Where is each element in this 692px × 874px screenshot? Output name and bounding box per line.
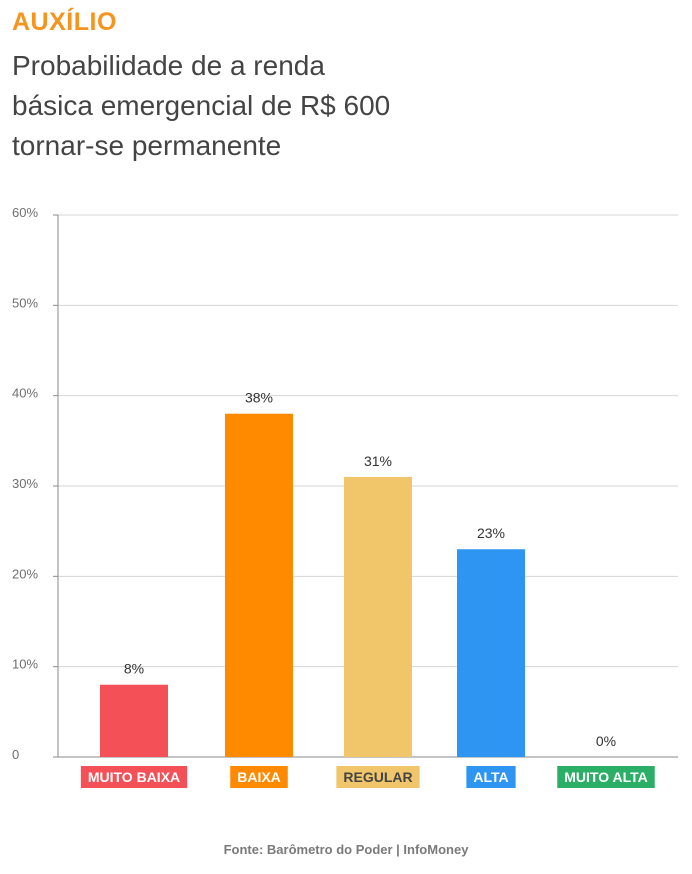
category-label-box	[80, 766, 188, 788]
source-note: Fonte: Barômetro do Poder | InfoMoney	[223, 842, 469, 857]
bar-chart: 0 10% 20% 30% 40% 50% 60% 8% MUITO BAIXA 38% BAIXA…	[12, 205, 678, 788]
chart-title: Probabilidade de a renda básica emergenc…	[12, 46, 572, 166]
bar	[344, 476, 412, 757]
category-label: MUITO ALTA	[564, 769, 647, 785]
bar-value-label: 8%	[124, 661, 144, 677]
title-line-2: básica emergencial de R$ 600	[12, 90, 391, 121]
title-line-3: tornar-se permanente	[12, 130, 282, 161]
bar-value-label: 0%	[596, 733, 616, 749]
category-label: ALTA	[473, 769, 508, 785]
bar-value-label: 31%	[364, 453, 392, 469]
bar	[100, 684, 168, 757]
y-tick-label: 20%	[12, 566, 38, 581]
kicker-label: AUXÍLIO	[12, 8, 117, 36]
category-label-box	[230, 766, 288, 788]
y-tick-label: 50%	[12, 295, 38, 310]
y-tick-label: 10%	[12, 657, 38, 672]
category-label: BAIXA	[237, 769, 281, 785]
y-tick-label: 0	[12, 747, 19, 762]
category-label-box	[466, 766, 516, 788]
category-label-box	[557, 766, 655, 788]
y-tick-label: 40%	[12, 386, 38, 401]
category-label: REGULAR	[343, 769, 412, 785]
bar-value-label: 23%	[477, 525, 505, 541]
bar	[457, 549, 525, 757]
y-tick-label: 60%	[12, 205, 38, 220]
category-label: MUITO BAIXA	[88, 769, 180, 785]
category-label-box	[336, 766, 420, 788]
bar-value-label: 38%	[245, 390, 273, 406]
y-tick-label: 30%	[12, 476, 38, 491]
bar	[225, 413, 293, 757]
title-line-1: Probabilidade de a renda	[12, 50, 325, 81]
